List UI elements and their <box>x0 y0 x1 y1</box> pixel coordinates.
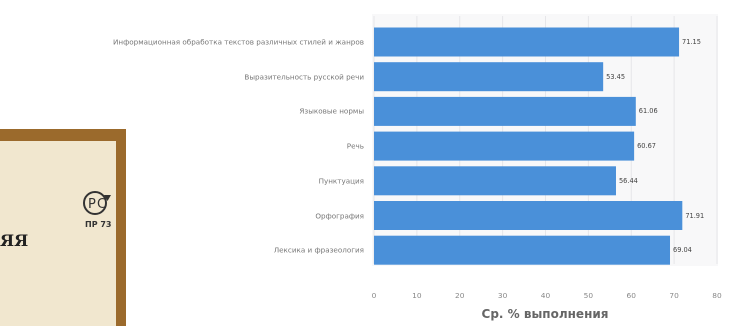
bar[interactable] <box>374 27 680 57</box>
bar[interactable] <box>374 235 671 265</box>
y-category-label: Речь <box>346 141 364 151</box>
bar-value-label: 71.15 <box>682 38 701 46</box>
bar-value-label: 71.91 <box>685 211 705 220</box>
bar-value-label: 61.06 <box>638 107 658 116</box>
x-tick-label: 10 <box>412 291 422 300</box>
bar[interactable] <box>374 62 604 92</box>
y-category-label: Выразительность русской речи <box>244 72 364 82</box>
x-tick-label: 0 <box>371 291 377 300</box>
y-category-label: Пунктуация <box>318 176 364 186</box>
bar-value-label: 60.67 <box>637 142 656 151</box>
x-tick-label: 20 <box>455 291 465 300</box>
svg-text:C: C <box>97 197 106 212</box>
bar[interactable] <box>374 166 616 196</box>
bar-value-label: 53.45 <box>606 72 626 81</box>
y-category-label: Информационная обработка текстов различн… <box>113 37 364 47</box>
bar-value-label: 56.44 <box>618 176 638 185</box>
y-category-label: Орфография <box>315 211 364 220</box>
x-tick-label: 70 <box>669 291 679 300</box>
x-tick-label: 40 <box>540 291 551 300</box>
y-category-label: Языковые нормы <box>299 106 364 116</box>
bar-value-label: 69.04 <box>673 246 692 255</box>
x-tick-label: 30 <box>497 291 508 300</box>
x-tick-label: 60 <box>626 291 636 300</box>
bar[interactable] <box>374 201 683 230</box>
x-tick-label: 50 <box>583 291 594 300</box>
certification-mark-icon: P C <box>83 191 111 215</box>
certificate-code: ПР 73 <box>85 220 112 229</box>
y-category-label: Лексика и фразеология <box>273 245 364 255</box>
x-tick-label: 80 <box>712 291 722 300</box>
x-axis-label: Ср. % выполнения <box>481 307 609 321</box>
certificate-paper: P C ПР 73 ЯЯ <box>0 141 116 326</box>
bar[interactable] <box>374 131 635 161</box>
svg-text:P: P <box>88 197 96 212</box>
certificate-heading: ЯЯ <box>0 231 29 250</box>
certificate-image: P C ПР 73 ЯЯ <box>0 129 126 326</box>
bar[interactable] <box>374 96 636 126</box>
